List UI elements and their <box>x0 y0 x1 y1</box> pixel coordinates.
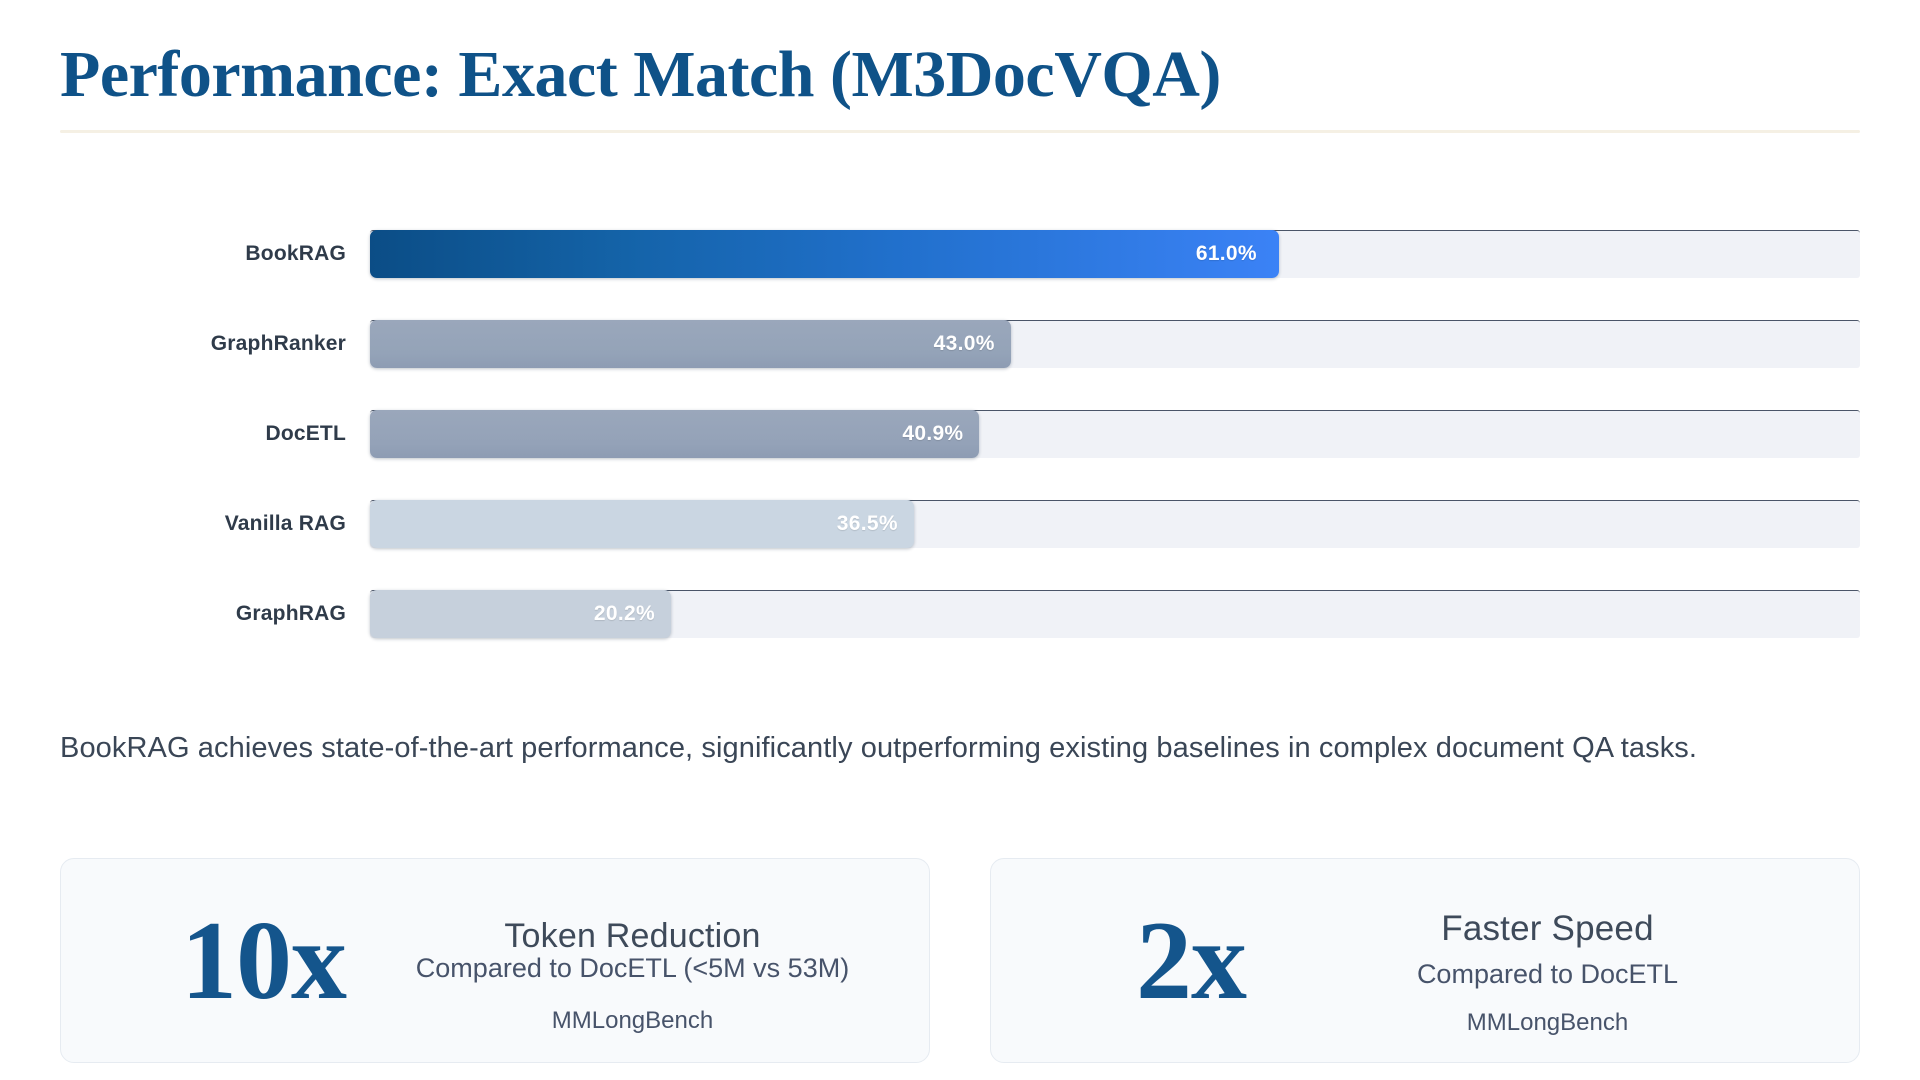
bar-fill-vanilla-rag: 36.5% <box>370 499 914 548</box>
stat-cards: 10x Token Reduction Compared to DocETL (… <box>60 858 1860 1063</box>
bar-value-bookrag: 61.0% <box>1195 241 1257 265</box>
stat-number-2x: 2x <box>1136 898 1247 1023</box>
bar-chart: BookRAG 61.0% GraphRanker 43.0% DocETL 4… <box>60 229 1860 638</box>
stat-text-block: Faster Speed Compared to DocETL MMLongBe… <box>1276 859 1859 1062</box>
bar-row: DocETL 40.9% <box>60 409 1860 458</box>
bar-label-graphrag: GraphRAG <box>235 602 346 625</box>
bar-row: BookRAG 61.0% <box>60 229 1860 278</box>
bar-label-graphranker: GraphRanker <box>210 332 346 355</box>
page-title: Performance: Exact Match (M3DocVQA) <box>60 38 1221 111</box>
bar-label-bookrag: BookRAG <box>245 242 346 265</box>
bar-row: Vanilla RAG 36.5% <box>60 499 1860 548</box>
bar-fill-graphranker: 43.0% <box>370 319 1011 368</box>
bar-value-docetl: 40.9% <box>902 421 964 445</box>
title-block: Performance: Exact Match (M3DocVQA) <box>60 42 1860 133</box>
bar-value-vanilla-rag: 36.5% <box>836 511 898 535</box>
stat-card-token-reduction: 10x Token Reduction Compared to DocETL (… <box>60 858 930 1063</box>
stat-footer-token-reduction: MMLongBench <box>551 1007 714 1034</box>
bar-track-docetl: 40.9% <box>370 409 1860 458</box>
bar-row: GraphRanker 43.0% <box>60 319 1860 368</box>
bar-label-docetl: DocETL <box>265 422 346 445</box>
bar-row: GraphRAG 20.2% <box>60 589 1860 638</box>
bar-value-graphranker: 43.0% <box>933 331 995 355</box>
bar-value-graphrag: 20.2% <box>593 601 655 625</box>
bar-fill-docetl: 40.9% <box>370 409 980 458</box>
description-text: BookRAG achieves state-of-the-art perfor… <box>60 732 1698 764</box>
stat-card-faster-speed: 2x Faster Speed Compared to DocETL MMLon… <box>990 858 1860 1063</box>
stat-number-10x: 10x <box>181 898 347 1023</box>
bar-track-graphrag: 20.2% <box>370 589 1860 638</box>
bar-track-bookrag: 61.0% <box>370 229 1860 278</box>
stat-label-token-reduction: Token Reduction <box>504 917 761 955</box>
stat-footer-faster-speed: MMLongBench <box>1466 1009 1629 1036</box>
bar-track-graphranker: 43.0% <box>370 319 1860 368</box>
bar-track-vanilla-rag: 36.5% <box>370 499 1860 548</box>
stat-sub-faster-speed: Compared to DocETL <box>1416 959 1679 989</box>
bar-fill-bookrag: 61.0% <box>370 229 1279 278</box>
title-divider <box>60 130 1860 133</box>
bar-label-vanilla-rag: Vanilla RAG <box>224 512 346 535</box>
stat-text-block: Token Reduction Compared to DocETL (<5M … <box>376 859 929 1062</box>
stat-label-faster-speed: Faster Speed <box>1441 909 1654 948</box>
bar-fill-graphrag: 20.2% <box>370 589 671 638</box>
stat-sub-token-reduction: Compared to DocETL (<5M vs 53M) <box>415 953 850 983</box>
